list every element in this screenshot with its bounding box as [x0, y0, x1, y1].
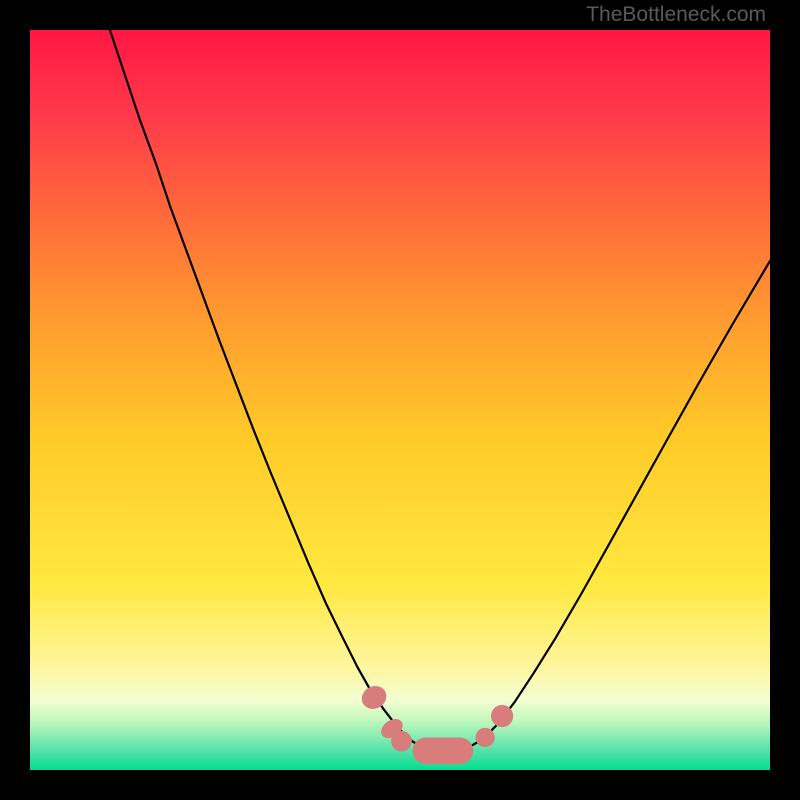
gradient-background: [30, 30, 770, 770]
watermark-text: TheBottleneck.com: [586, 3, 766, 27]
plot-area: [30, 30, 770, 770]
blob-2: [391, 731, 412, 752]
chart-svg: [30, 30, 770, 770]
blob-3: [413, 737, 474, 764]
blob-4: [475, 728, 494, 747]
frame: TheBottleneck.com: [0, 0, 800, 800]
blob-5: [491, 705, 513, 727]
